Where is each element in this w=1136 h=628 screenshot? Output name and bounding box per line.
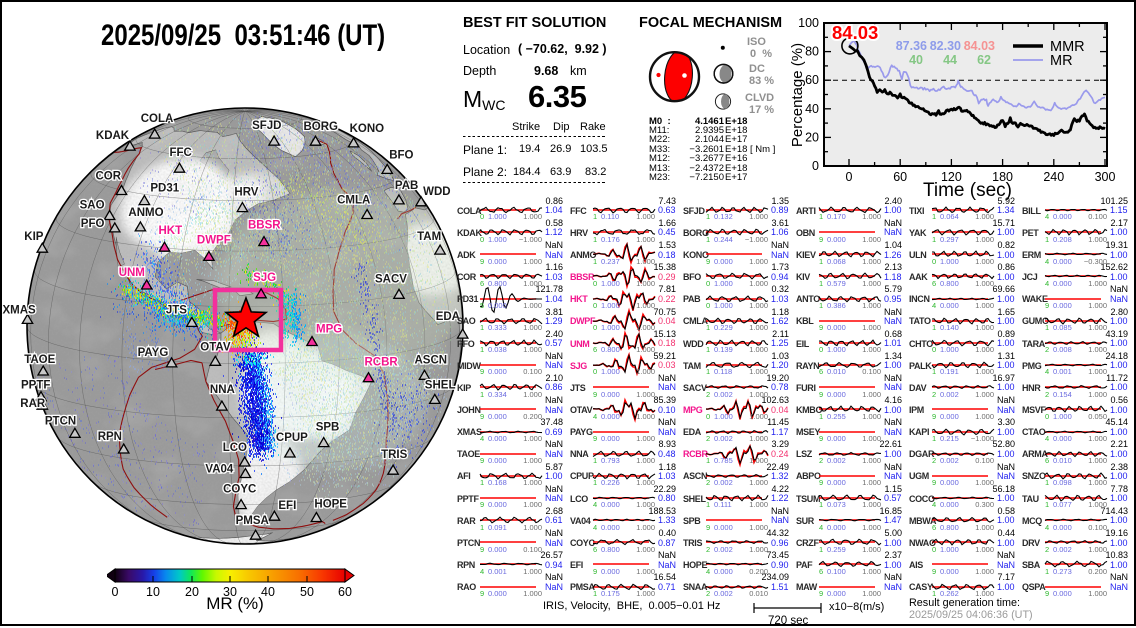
svg-text:SHEL: SHEL [425,379,456,391]
svg-text:20: 20 [805,130,819,144]
svg-text:240: 240 [1043,170,1064,184]
svg-text:EFI: EFI [278,500,296,512]
svg-text:PPTF: PPTF [21,380,50,392]
svg-text:ANMO: ANMO [128,207,163,219]
svg-text:FFC: FFC [170,147,192,159]
svg-text:KIP: KIP [24,231,44,243]
svg-text:MMR: MMR [1050,39,1085,55]
svg-text:TRIS: TRIS [381,449,408,461]
svg-text:BORG: BORG [304,121,339,133]
svg-text:SFJD: SFJD [252,120,281,132]
svg-text:SJG: SJG [253,272,276,284]
svg-text:MR: MR [1050,53,1073,69]
svg-text:COR: COR [96,171,122,183]
svg-text:MPG: MPG [316,324,342,336]
svg-text:80: 80 [805,45,819,59]
svg-text:SACV: SACV [375,273,407,285]
svg-text:RPN: RPN [98,431,122,443]
svg-text:JTS: JTS [166,304,187,316]
svg-text:44: 44 [943,53,957,67]
svg-text:OTAV: OTAV [200,341,231,353]
svg-text:BFO: BFO [389,149,413,161]
svg-text:100: 100 [798,16,819,30]
svg-text:300: 300 [1095,170,1116,184]
svg-text:PMSA: PMSA [236,515,269,527]
svg-text:180: 180 [992,170,1013,184]
svg-text:EDA: EDA [436,311,460,323]
svg-text:Time (sec): Time (sec) [923,180,1012,201]
svg-text:SPB: SPB [316,422,340,434]
svg-text:WDD: WDD [423,186,450,198]
svg-text:HOPE: HOPE [314,499,347,511]
svg-text:TAM: TAM [417,231,441,243]
svg-text:LCO: LCO [223,442,247,454]
svg-text:CPUP: CPUP [276,432,308,444]
svg-text:TAOE: TAOE [24,354,55,366]
svg-text:PD31: PD31 [150,183,179,195]
svg-text:30: 30 [223,585,237,599]
svg-text:120: 120 [941,170,962,184]
svg-text:60: 60 [805,73,819,87]
svg-text:10: 10 [146,585,160,599]
svg-text:SAO: SAO [80,200,105,212]
svg-text:BBSR: BBSR [248,220,281,232]
svg-text:40: 40 [805,102,819,116]
svg-text:HRV: HRV [234,187,258,199]
svg-text:84.03: 84.03 [964,39,995,53]
svg-text:PAYG: PAYG [138,347,169,359]
svg-text:0: 0 [812,159,819,173]
svg-text:87.36: 87.36 [896,39,927,53]
svg-text:VA04: VA04 [205,464,234,476]
svg-text:CMLA: CMLA [337,195,370,207]
svg-text:PAB: PAB [395,180,418,192]
svg-text:KONO: KONO [350,123,385,135]
svg-text:HKT: HKT [159,225,183,237]
svg-text:50: 50 [300,585,314,599]
svg-text:DWPF: DWPF [197,234,231,246]
svg-text:60: 60 [893,170,907,184]
svg-text:XMAS: XMAS [3,304,37,316]
svg-text:MR (%): MR (%) [206,594,264,613]
svg-text:0: 0 [112,585,119,599]
svg-text:20: 20 [185,585,199,599]
svg-text:RCBR: RCBR [365,357,399,369]
svg-text:KDAK: KDAK [96,130,130,142]
svg-text:40: 40 [261,585,275,599]
svg-text:40: 40 [909,53,923,67]
svg-text:0: 0 [846,170,853,184]
svg-text:RAR: RAR [20,398,46,410]
svg-text:PTCN: PTCN [45,415,76,427]
svg-text:UNM: UNM [119,267,145,279]
svg-text:62: 62 [977,53,991,67]
svg-text:COYC: COYC [223,484,256,496]
svg-text:82.30: 82.30 [930,39,961,53]
svg-text:COLA: COLA [141,113,174,125]
svg-text:NNA: NNA [210,384,235,396]
svg-text:60: 60 [338,585,352,599]
svg-text:Percentage (%): Percentage (%) [789,43,806,147]
svg-text:84.03: 84.03 [832,22,878,43]
svg-text:PFO: PFO [81,218,105,230]
svg-text:ASCN: ASCN [415,354,448,366]
